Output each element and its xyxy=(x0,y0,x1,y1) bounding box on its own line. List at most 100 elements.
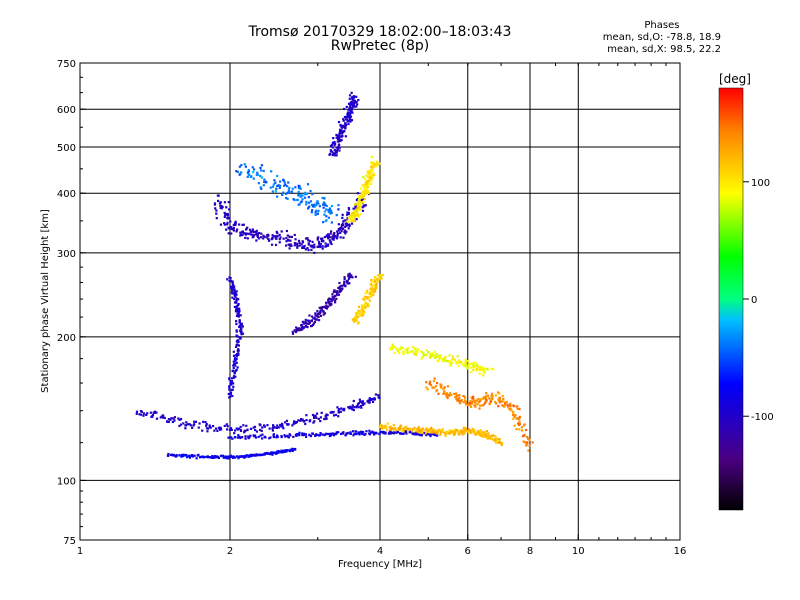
echo-point xyxy=(528,444,531,447)
echo-point xyxy=(368,296,371,299)
echo-point xyxy=(497,405,500,408)
echo-point xyxy=(236,170,239,174)
echo-point xyxy=(366,296,369,299)
echo-point xyxy=(373,398,376,401)
echo-point xyxy=(469,405,473,408)
echo-point xyxy=(335,213,338,217)
echo-point xyxy=(350,96,354,99)
echo-point xyxy=(365,183,368,186)
echo-point xyxy=(430,426,433,430)
echo-point xyxy=(323,213,326,216)
echo-point xyxy=(369,177,372,180)
echo-point xyxy=(275,230,278,233)
echo-point xyxy=(235,314,239,318)
echo-point xyxy=(169,418,172,421)
echo-point xyxy=(481,367,484,370)
echo-point xyxy=(458,360,461,363)
echo-point xyxy=(290,244,293,247)
echo-point xyxy=(338,131,341,134)
echo-point xyxy=(466,359,469,363)
echo-point xyxy=(315,416,318,419)
echo-point xyxy=(501,404,504,407)
echo-point xyxy=(264,452,268,455)
echo-point xyxy=(504,402,507,405)
echo-point xyxy=(312,317,315,320)
echo-point xyxy=(469,429,472,432)
echo-point xyxy=(502,397,505,401)
echo-point xyxy=(235,297,239,300)
echo-point xyxy=(238,321,241,324)
echo-point xyxy=(202,420,205,423)
echo-point xyxy=(439,433,442,436)
echo-point xyxy=(444,356,447,359)
echo-point xyxy=(506,403,509,406)
echo-point xyxy=(526,435,529,439)
echo-point xyxy=(373,397,376,400)
echo-point xyxy=(252,168,256,171)
echo-point xyxy=(226,223,229,226)
echo-point xyxy=(356,197,359,201)
echo-point xyxy=(350,222,354,225)
echo-point xyxy=(421,431,424,434)
echo-point xyxy=(465,427,468,430)
echo-point xyxy=(151,415,154,418)
echo-point xyxy=(238,324,241,327)
echo-point xyxy=(208,424,211,427)
echo-point xyxy=(372,162,375,165)
echo-point xyxy=(524,428,528,432)
echo-point xyxy=(222,456,225,459)
echo-point xyxy=(358,312,361,315)
echo-point xyxy=(366,189,369,192)
echo-point xyxy=(367,176,370,179)
echo-point xyxy=(142,414,145,417)
echo-point xyxy=(315,318,318,321)
echo-point xyxy=(323,417,326,421)
echo-point xyxy=(194,420,198,423)
echo-point xyxy=(425,434,428,437)
echo-point xyxy=(355,406,358,409)
echo-point xyxy=(346,211,349,214)
echo-point xyxy=(246,175,249,178)
echo-point xyxy=(386,422,389,425)
echo-point xyxy=(214,207,217,210)
echo-point xyxy=(325,208,328,211)
echo-point xyxy=(235,300,238,304)
echo-point xyxy=(236,312,240,315)
echo-point xyxy=(329,304,332,307)
echo-point xyxy=(343,229,346,232)
echo-point xyxy=(351,404,354,407)
echo-point xyxy=(353,432,356,436)
echo-point xyxy=(335,150,338,153)
echo-point xyxy=(283,449,286,452)
echo-point xyxy=(223,223,227,226)
echo-point xyxy=(189,424,192,427)
echo-point xyxy=(341,222,344,225)
echo-point xyxy=(479,404,482,407)
echo-point xyxy=(272,451,275,454)
echo-point xyxy=(362,403,365,407)
echo-point xyxy=(343,276,346,279)
echo-point xyxy=(441,428,444,431)
echo-point xyxy=(274,190,277,193)
echo-point xyxy=(402,351,405,354)
echo-point xyxy=(243,456,246,459)
echo-point xyxy=(375,283,378,286)
echo-point xyxy=(512,404,515,408)
echo-point xyxy=(235,357,238,361)
echo-point xyxy=(272,433,275,436)
echo-point xyxy=(361,400,364,403)
echo-point xyxy=(249,434,252,437)
echo-point xyxy=(411,432,414,435)
echo-point xyxy=(228,227,231,230)
echo-point xyxy=(389,348,392,351)
echo-point xyxy=(291,187,294,190)
echo-point xyxy=(502,400,505,403)
echo-point xyxy=(320,411,323,414)
echo-point xyxy=(239,314,242,317)
echo-point xyxy=(302,433,305,437)
echo-point xyxy=(239,322,243,326)
echo-point xyxy=(338,146,341,149)
echo-point xyxy=(491,434,494,437)
echo-point xyxy=(476,403,479,406)
echo-point xyxy=(325,215,328,218)
